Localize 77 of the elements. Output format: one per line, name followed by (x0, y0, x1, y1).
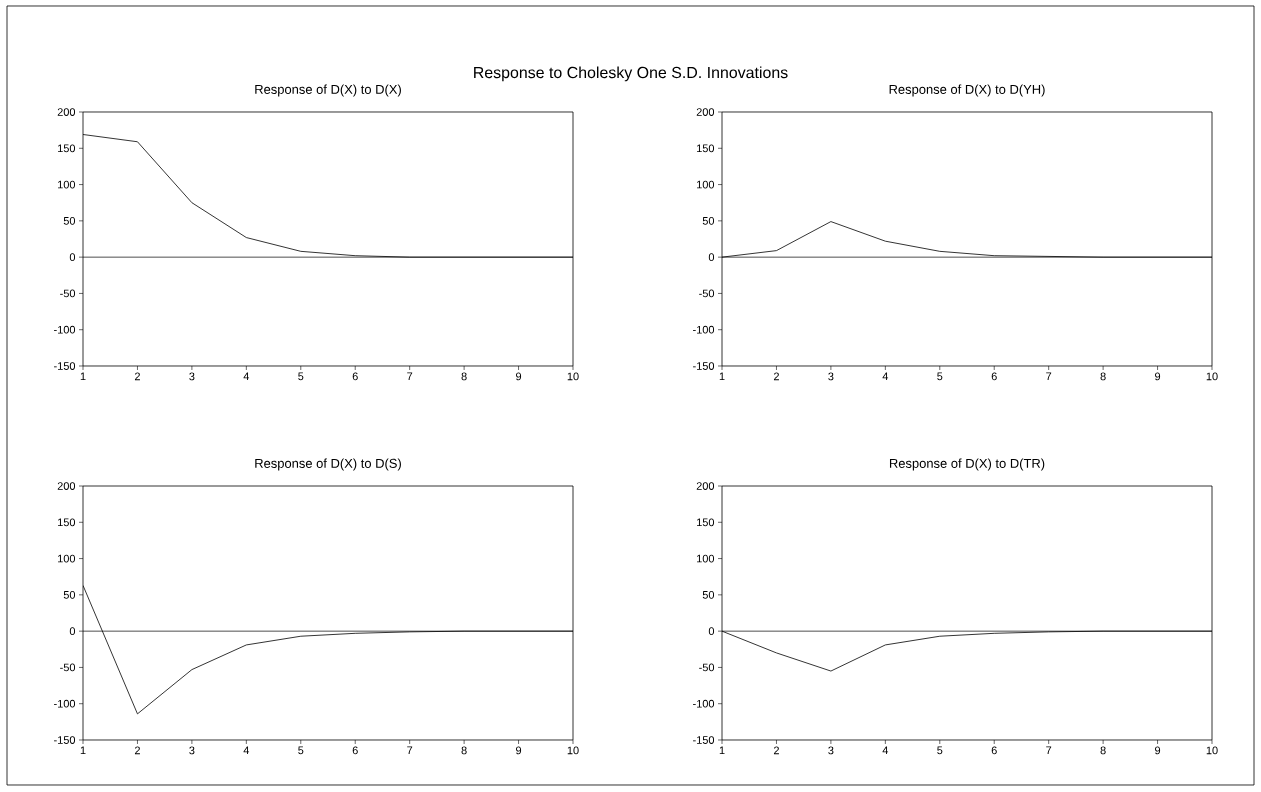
y-tick-label: 0 (69, 253, 76, 262)
y-tick-label: -50 (699, 289, 715, 298)
x-tick-label: 3 (828, 746, 834, 755)
y-tick-label: -100 (693, 699, 715, 708)
x-tick-label: 2 (134, 372, 140, 381)
y-tick-label: 200 (696, 482, 715, 490)
y-tick-label: -150 (693, 362, 715, 370)
y-tick-label: 100 (697, 180, 715, 189)
y-tick-label: -100 (54, 699, 76, 708)
y-tick-label: 200 (57, 482, 76, 490)
x-tick-label: 10 (1206, 372, 1218, 381)
y-tick-label: 50 (63, 216, 76, 225)
x-tick-label: 7 (407, 372, 413, 381)
x-tick-label: 7 (1046, 746, 1052, 755)
x-tick-label: 9 (1155, 746, 1161, 755)
y-tick-label: 100 (58, 180, 76, 189)
x-tick-label: 1 (719, 372, 725, 381)
chart-title: Response of D(X) to D(X) (255, 84, 401, 97)
y-tick-label: 100 (58, 554, 76, 563)
chart-title: Response of D(X) to D(YH) (889, 84, 1045, 97)
y-tick-label: -50 (60, 289, 76, 298)
y-tick-label: 150 (58, 144, 76, 153)
y-tick-label: -150 (54, 736, 76, 744)
x-tick-label: 9 (516, 746, 522, 755)
x-tick-label: 10 (567, 372, 579, 381)
y-tick-label: 150 (697, 518, 715, 527)
x-tick-label: 8 (461, 372, 467, 381)
text: Response to Cholesky One S.D. Innovations (474, 66, 788, 82)
y-tick-label: -150 (54, 362, 76, 370)
x-tick-label: 10 (1206, 746, 1218, 755)
x-tick-label: 2 (134, 746, 140, 755)
y-tick-label: 0 (708, 627, 715, 636)
x-tick-label: 1 (80, 372, 86, 381)
x-tick-label: 2 (773, 746, 779, 755)
y-tick-label: 50 (63, 590, 76, 599)
x-tick-label: 3 (189, 372, 195, 381)
x-tick-label: 6 (352, 372, 358, 381)
x-tick-label: 4 (243, 372, 250, 381)
x-tick-label: 1 (719, 746, 725, 755)
x-tick-label: 8 (1100, 372, 1106, 381)
x-tick-label: 1 (80, 746, 86, 755)
x-tick-label: 4 (882, 372, 889, 381)
chart-title: Response of D(X) to D(TR) (889, 458, 1045, 471)
y-tick-label: -50 (699, 663, 715, 672)
x-tick-label: 3 (828, 372, 834, 381)
x-tick-label: 5 (937, 746, 943, 755)
x-tick-label: 3 (189, 746, 195, 755)
y-tick-label: -150 (693, 736, 715, 744)
x-tick-label: 2 (773, 372, 779, 381)
x-tick-label: 4 (882, 746, 889, 755)
x-tick-label: 6 (991, 372, 997, 381)
y-tick-label: -100 (693, 325, 715, 334)
x-tick-label: 5 (298, 746, 304, 755)
x-tick-label: 5 (298, 372, 304, 381)
y-tick-label: 150 (58, 518, 76, 527)
y-tick-label: 200 (696, 108, 715, 116)
y-tick-label: 150 (697, 144, 715, 153)
chart-title: Response of D(X) to D(S) (255, 458, 401, 471)
x-tick-label: 8 (461, 746, 467, 755)
x-tick-label: 9 (1155, 372, 1161, 381)
y-tick-label: 100 (697, 554, 715, 563)
x-tick-label: 4 (243, 746, 250, 755)
y-tick-label: 50 (702, 216, 715, 225)
y-tick-label: 0 (69, 627, 76, 636)
y-tick-label: 0 (708, 253, 715, 262)
x-tick-label: 6 (991, 746, 997, 755)
y-tick-label: -50 (60, 663, 76, 672)
x-tick-label: 10 (567, 746, 579, 755)
x-tick-label: 6 (352, 746, 358, 755)
x-tick-label: 5 (937, 372, 943, 381)
y-tick-label: 200 (57, 108, 76, 116)
y-tick-label: -100 (54, 325, 76, 334)
x-tick-label: 7 (1046, 372, 1052, 381)
x-tick-label: 7 (407, 746, 413, 755)
x-tick-label: 9 (516, 372, 522, 381)
x-tick-label: 8 (1100, 746, 1106, 755)
y-tick-label: 50 (702, 590, 715, 599)
